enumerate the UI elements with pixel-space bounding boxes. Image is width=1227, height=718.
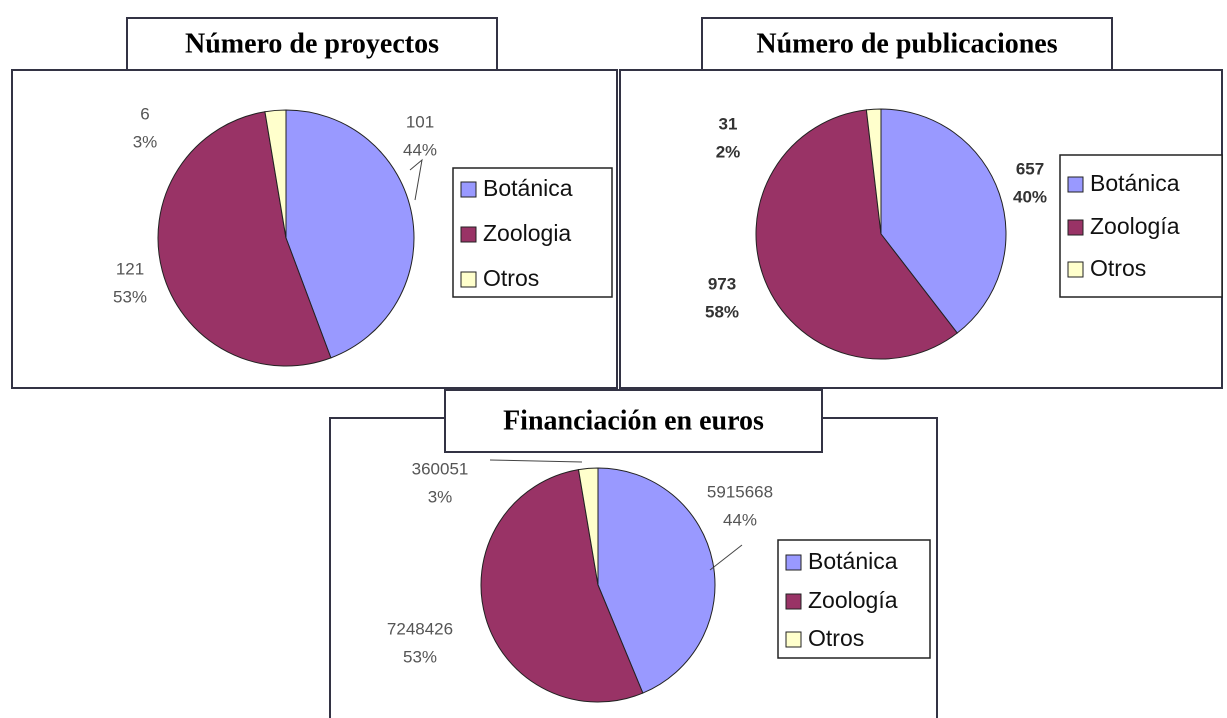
leader-line [489, 459, 583, 463]
data-label-percent: 2% [716, 142, 741, 161]
data-label-percent: 40% [1013, 187, 1047, 206]
title-box [126, 17, 498, 71]
legend-label: Botánica [1090, 170, 1180, 196]
pie-chart: Número de publicaciones 657 40% 973 58% 31 2% B… [619, 17, 1223, 389]
data-label-percent: 3% [133, 132, 158, 151]
chart-title: Número de publicaciones [756, 28, 1057, 59]
data-label: 5915668 [707, 482, 773, 501]
data-label: 31 [719, 114, 738, 133]
chart-title: Financiación en euros [503, 405, 764, 436]
data-label-percent: 44% [723, 510, 757, 529]
data-label: 973 [708, 274, 736, 293]
pie-slice [865, 108, 882, 235]
pie-chart: Número de proyectos 101 44% 121 53% 6 3% Botáni… [11, 17, 618, 389]
pie-slice [880, 108, 1007, 334]
data-label: 101 [406, 112, 434, 131]
pie-slice [285, 109, 415, 359]
data-label: 6 [140, 104, 149, 123]
chart-title: Número de proyectos [185, 28, 439, 59]
legend-swatch [460, 226, 477, 243]
data-label-percent: 3% [428, 487, 453, 506]
legend-swatch [785, 631, 802, 648]
legend-box [777, 539, 931, 659]
leader-line [709, 544, 743, 571]
pie-slice [597, 467, 716, 694]
pie-slice [157, 111, 332, 367]
legend-label: Botánica [808, 548, 898, 574]
title-box [444, 389, 823, 453]
data-label-percent: 44% [403, 140, 437, 159]
data-label: 7248426 [387, 619, 453, 638]
data-label: 360051 [412, 459, 469, 478]
legend-box [1059, 154, 1223, 298]
leader-line [409, 158, 423, 201]
legend-swatch [1067, 219, 1084, 236]
legend-label: Otros [1090, 255, 1146, 281]
legend-swatch [460, 271, 477, 288]
data-label: 657 [1016, 159, 1044, 178]
legend-box [452, 167, 613, 298]
data-label-percent: 53% [113, 287, 147, 306]
legend-label: Zoologia [483, 220, 571, 246]
legend-swatch [460, 181, 477, 198]
data-label-percent: 58% [705, 302, 739, 321]
pie-slice [264, 109, 287, 239]
legend-swatch [1067, 176, 1084, 193]
data-label: 121 [116, 259, 144, 278]
pie-slice [755, 109, 958, 360]
legend-label: Zoología [808, 587, 898, 613]
pie-slice [577, 467, 599, 586]
legend-swatch [785, 593, 802, 610]
pie-chart: Financiación en euros 5915668 44% 7248426 53… [329, 389, 938, 718]
legend-label: Zoología [1090, 213, 1180, 239]
legend-label: Botánica [483, 175, 573, 201]
legend-swatch [1067, 261, 1084, 278]
data-label-percent: 53% [403, 647, 437, 666]
legend-swatch [785, 554, 802, 571]
legend-label: Otros [483, 265, 539, 291]
legend-label: Otros [808, 625, 864, 651]
pie-slice [480, 469, 644, 703]
title-box [701, 17, 1113, 71]
